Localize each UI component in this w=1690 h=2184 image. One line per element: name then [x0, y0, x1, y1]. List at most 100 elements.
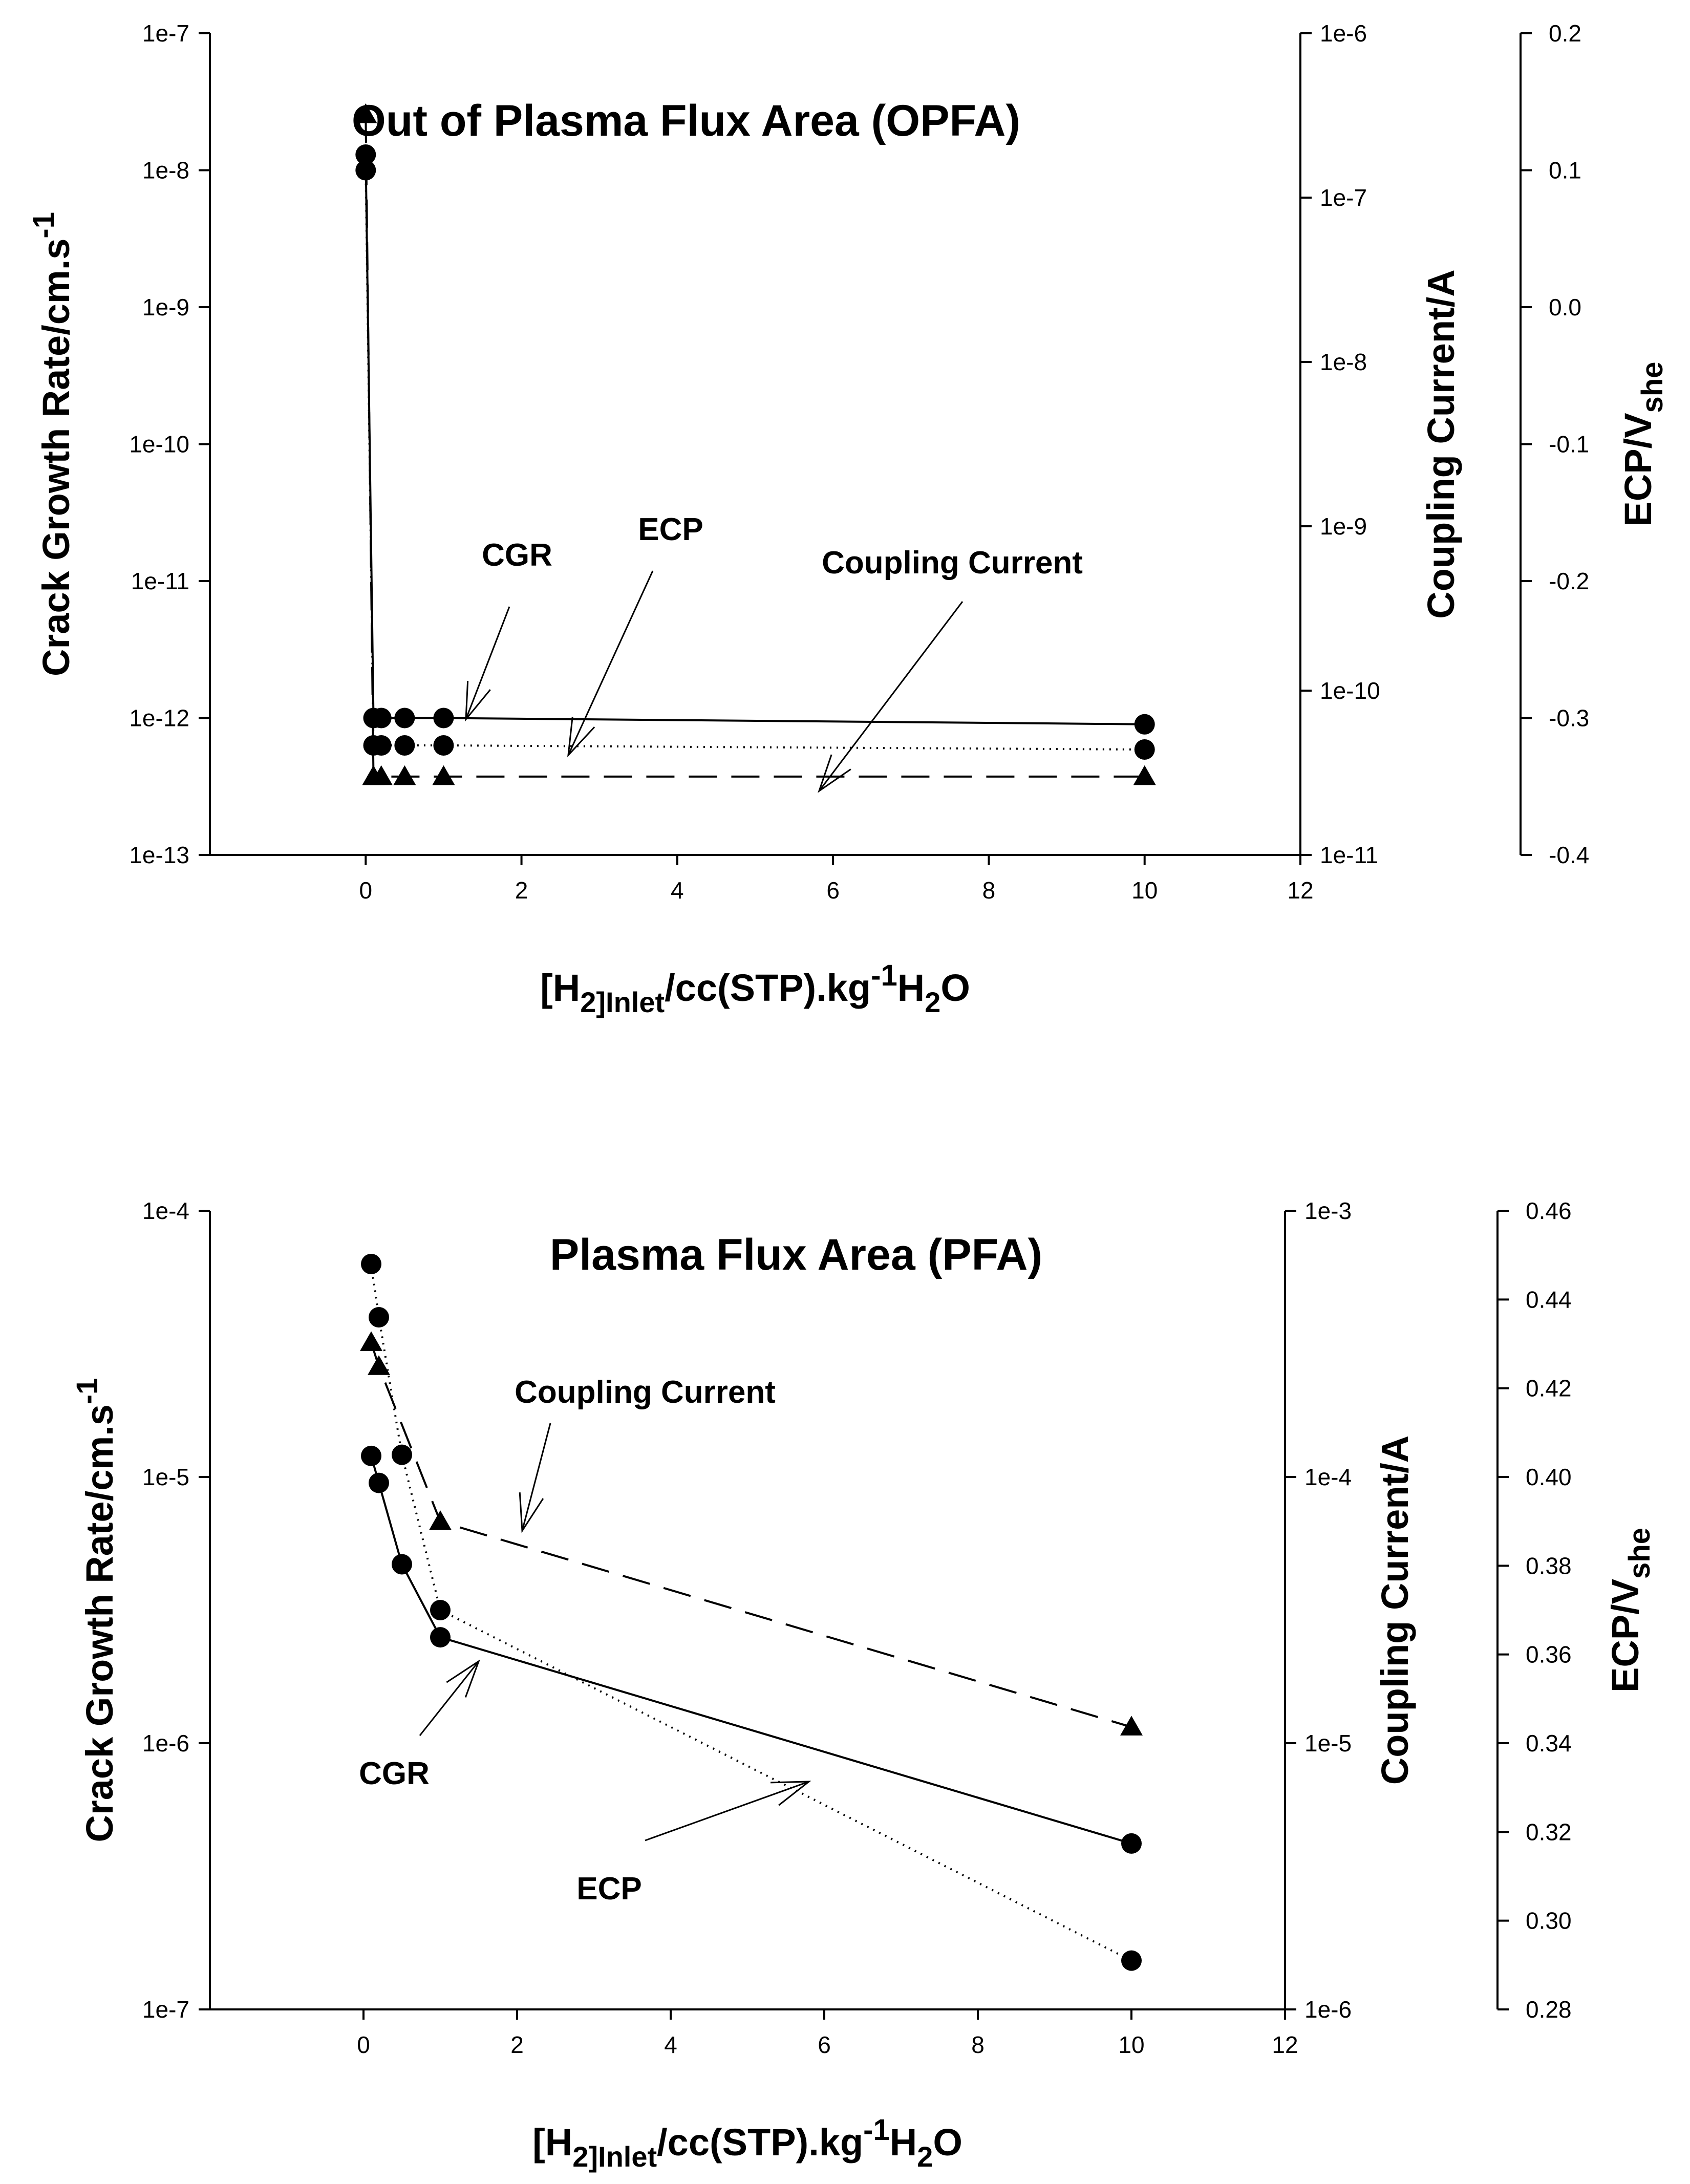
x-axis-title-part: -1	[863, 2113, 890, 2147]
right-y-tick-label: 1e-4	[1304, 1464, 1352, 1490]
x-tick-label: 12	[1287, 877, 1313, 904]
annotation-label: CGR	[359, 1756, 430, 1791]
ecp-y-tick-label: 0.34	[1526, 1730, 1572, 1757]
data-point-ecp	[433, 735, 454, 756]
left-y-tick-label: 1e-8	[142, 157, 189, 184]
left-y-axis-title-main: Crack Growth Rate/cm.s	[78, 1404, 121, 1842]
left-y-tick-label: 1e-13	[129, 842, 189, 868]
annotation-arrow	[645, 1781, 809, 1842]
data-point-coupling-current	[393, 765, 416, 785]
x-tick-label: 10	[1118, 2031, 1144, 2058]
chart-title: Out of Plasma Flux Area (OPFA)	[352, 96, 1020, 145]
data-point-cgr	[371, 708, 392, 729]
left-y-tick-label: 1e-12	[129, 705, 189, 732]
x-tick-label: 8	[982, 877, 996, 904]
data-point-cgr	[1134, 714, 1155, 735]
left-y-tick-label: 1e-4	[142, 1197, 189, 1224]
ecp-y-tick-label: 0.36	[1526, 1641, 1572, 1668]
annotation-arrow	[465, 606, 510, 720]
ecp-y-tick-label: -0.3	[1549, 705, 1589, 732]
x-axis-title-part: /cc(STP).kg	[665, 967, 871, 1009]
x-tick-label: 12	[1272, 2031, 1298, 2058]
opfa-chart: 0 2 4 6 8 10 12 1e-13 1e-12 1e-11 1e-10 1e-9 1e-8 1e-…	[27, 20, 1669, 1018]
right-y-tick-label: 1e-10	[1320, 677, 1380, 704]
x-axis-title-part: O	[933, 2121, 962, 2164]
x-tick-label: 8	[971, 2031, 985, 2058]
coupling-axis-title: Coupling Current/A	[1374, 1436, 1416, 1785]
annotation-label: Coupling Current	[515, 1375, 776, 1410]
left-y-tick-label: 1e-7	[142, 20, 189, 47]
data-point-cgr	[392, 1554, 412, 1575]
x-tick-label: 6	[826, 877, 840, 904]
annotation-arrowhead	[818, 754, 851, 793]
annotation-arrow	[818, 601, 964, 791]
annotation-arrow	[567, 570, 654, 756]
ecp-y-tick-label: 0.46	[1526, 1197, 1572, 1224]
left-y-axis-title: Crack Growth Rate/cm.s-1	[71, 1378, 121, 1843]
left-y-tick-label: 1e-5	[142, 1464, 189, 1490]
x-axis-title-part: H	[897, 967, 925, 1009]
data-point-cgr	[394, 708, 415, 729]
right-y-tick-label: 1e-3	[1304, 1197, 1352, 1224]
annotation-arrowhead	[519, 1492, 544, 1533]
ecp-y-tick-label: 0.28	[1526, 1996, 1572, 2023]
data-point-coupling-current	[370, 765, 393, 785]
data-point-ecp	[430, 1600, 451, 1620]
ecp-y-tick-label: -0.4	[1549, 842, 1589, 868]
ecp-y-tick-label: -0.2	[1549, 568, 1589, 594]
right-y-tick-label: 1e-11	[1320, 842, 1378, 868]
data-point-ecp	[371, 735, 392, 756]
x-axis-title: [H2]Inlet/cc(STP).kg-1H2O	[540, 959, 970, 1018]
data-point-coupling-current	[1120, 1716, 1143, 1736]
x-tick-label: 4	[671, 877, 684, 904]
left-y-tick-label: 1e-11	[131, 568, 189, 594]
x-axis-title-part: /cc(STP).kg	[657, 2121, 863, 2164]
x-axis-title-part: -1	[871, 959, 897, 992]
data-point-coupling-current	[360, 1331, 382, 1351]
data-point-cgr	[361, 1445, 381, 1466]
data-point-coupling-current	[432, 765, 455, 785]
chart-title: Plasma Flux Area (PFA)	[550, 1230, 1042, 1279]
left-y-axis-title-main: Crack Growth Rate/cm.s	[35, 239, 77, 676]
right-y-tick-label: 1e-7	[1320, 184, 1367, 211]
ecp-axis-title: ECP/Vshe	[1604, 1528, 1656, 1693]
left-y-axis-title-sup: -1	[27, 212, 60, 239]
annotation-arrowhead	[446, 1659, 480, 1698]
data-point-ecp	[1121, 1950, 1142, 1971]
x-axis-title-part: 2	[925, 986, 940, 1018]
x-axis-title-part: ]Inlet	[588, 2140, 657, 2173]
ecp-axis-title-main: ECP/V	[1604, 1579, 1646, 1693]
ecp-axis-title: ECP/Vshe	[1617, 361, 1669, 526]
x-axis-title-part: H	[890, 2121, 917, 2164]
x-axis-title: [H2]Inlet/cc(STP).kg-1H2O	[532, 2113, 962, 2173]
x-axis-title-part: [H	[532, 2121, 572, 2164]
left-y-tick-label: 1e-7	[142, 1996, 189, 2023]
x-axis-title-part: 2	[572, 2140, 588, 2173]
annotation-arrow	[419, 1661, 480, 1736]
ecp-y-tick-label: 0.2	[1549, 20, 1581, 47]
annotation-arrowhead	[465, 681, 491, 722]
right-y-tick-label: 1e-8	[1320, 349, 1367, 375]
left-y-tick-label: 1e-6	[142, 1730, 189, 1757]
annotation-label: ECP	[576, 1871, 641, 1907]
right-y-tick-label: 1e-6	[1320, 20, 1367, 47]
data-point-coupling-current	[368, 1355, 390, 1375]
data-point-cgr	[433, 708, 454, 729]
ecp-y-tick-label: 0.42	[1526, 1375, 1572, 1402]
x-axis-title-part: 2	[917, 2140, 933, 2173]
annotation-label: CGR	[482, 538, 552, 573]
ecp-y-tick-label: 0.32	[1526, 1818, 1572, 1845]
pfa-chart: 0 2 4 6 8 10 12 1e-7 1e-6 1e-5 1e-4 1e-6 1e-5 1e-4 1e-…	[71, 1197, 1656, 2173]
annotation-label: ECP	[638, 512, 703, 547]
x-tick-label: 10	[1131, 877, 1158, 904]
ecp-axis-title-sub: she	[1623, 1528, 1656, 1579]
annotation-arrowhead	[770, 1781, 811, 1806]
x-tick-label: 0	[359, 877, 372, 904]
series-line-cgr	[365, 154, 1145, 725]
x-tick-label: 2	[510, 2031, 524, 2058]
data-point-ecp	[392, 1444, 412, 1465]
annotation-arrowhead	[567, 717, 595, 758]
ecp-y-tick-label: 0.44	[1526, 1286, 1572, 1313]
data-point-coupling-current	[429, 1510, 452, 1530]
annotation-arrow	[521, 1423, 551, 1531]
